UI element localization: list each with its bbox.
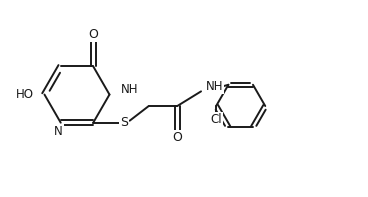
Text: NH: NH: [121, 83, 138, 96]
Text: O: O: [88, 28, 98, 41]
Text: HO: HO: [15, 88, 33, 101]
Text: Cl: Cl: [210, 113, 222, 126]
Text: N: N: [54, 125, 63, 138]
Text: S: S: [120, 116, 128, 129]
Text: O: O: [172, 131, 182, 144]
Text: NH: NH: [205, 80, 223, 93]
